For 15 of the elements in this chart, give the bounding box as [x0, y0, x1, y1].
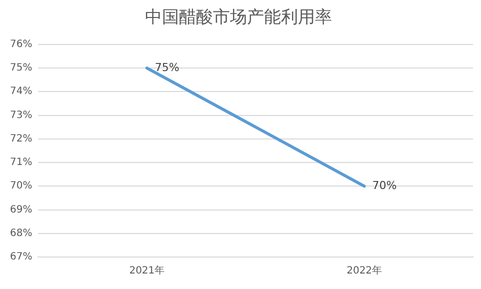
y-tick-label: 69% — [10, 204, 32, 216]
y-tick-label: 73% — [10, 110, 32, 121]
y-tick-label: 74% — [10, 86, 32, 98]
x-tick-label: 2021年 — [129, 264, 165, 277]
y-tick-label: 68% — [10, 228, 32, 239]
data-label: 75% — [154, 60, 180, 74]
data-label: 70% — [372, 178, 397, 192]
y-tick-label: 71% — [10, 157, 32, 168]
y-tick-label: 72% — [10, 133, 32, 144]
x-tick-label: 2022年 — [346, 264, 382, 277]
y-tick-label: 70% — [10, 180, 32, 192]
y-tick-label: 67% — [10, 252, 32, 263]
chart-title: 中国醋酸市场产能利用率 — [145, 8, 332, 28]
y-tick-label: 76% — [10, 38, 32, 50]
y-tick-label: 75% — [10, 62, 32, 74]
